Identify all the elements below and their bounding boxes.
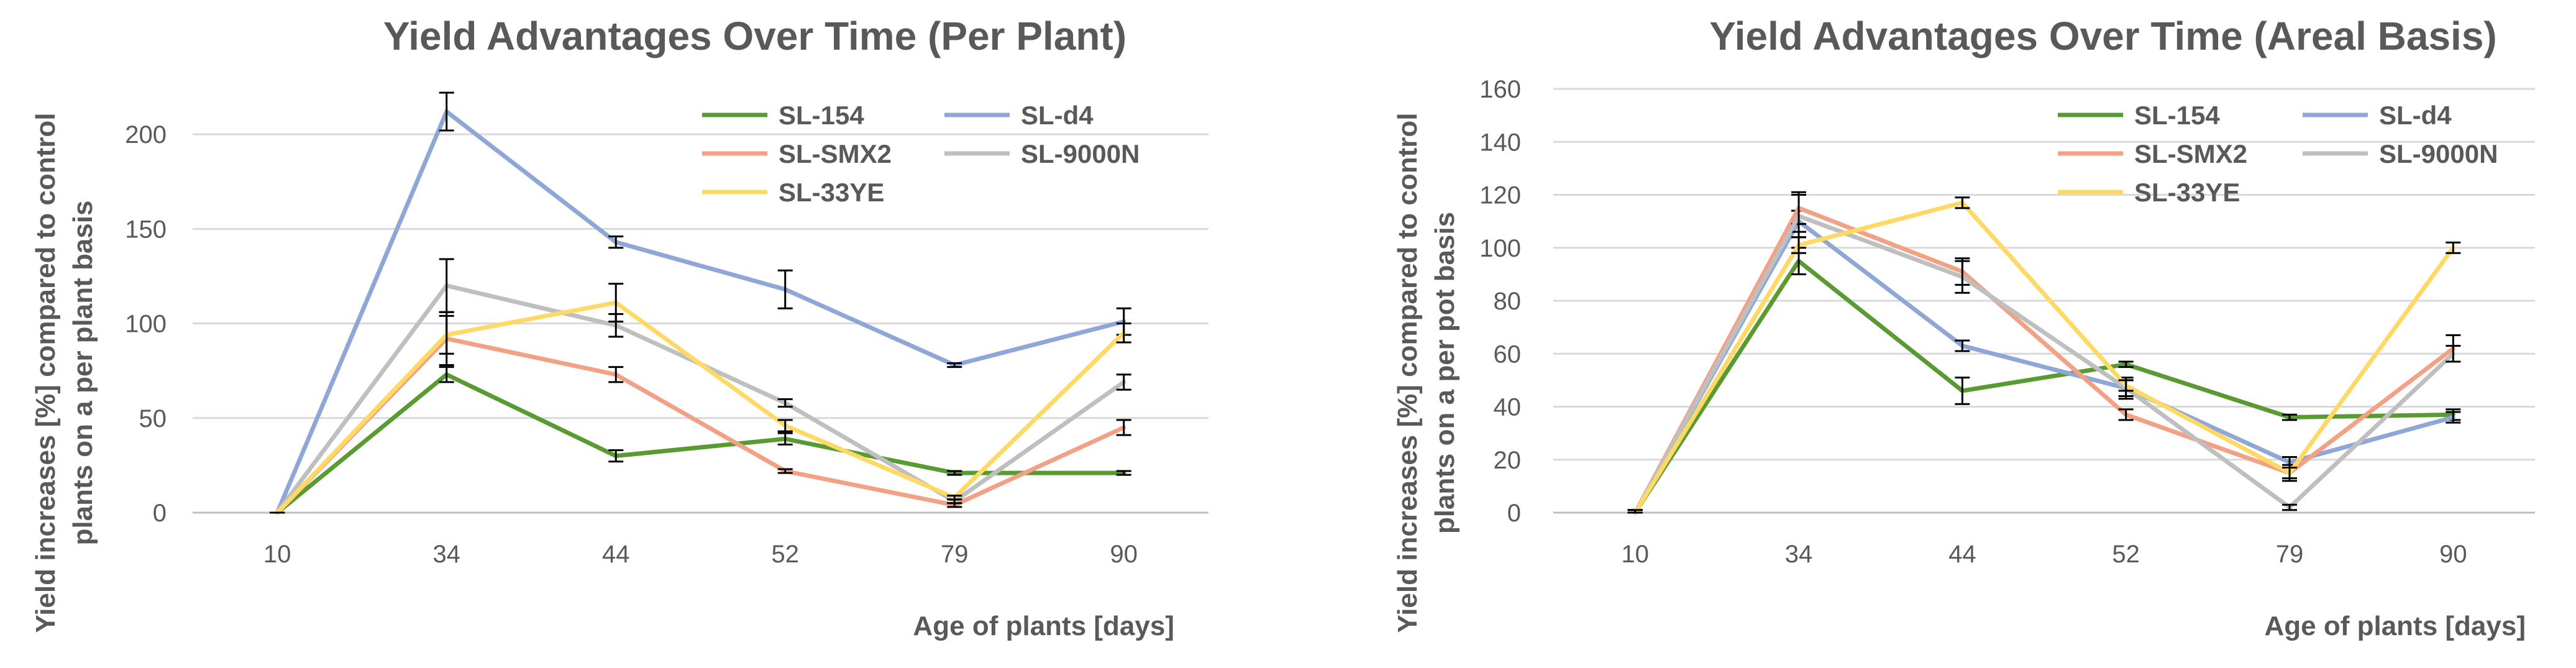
y-tick-label: 20 bbox=[1494, 447, 1522, 474]
x-tick-label: 44 bbox=[602, 541, 630, 568]
legend-item: SL-d4 bbox=[944, 101, 1094, 130]
y-axis-label-line2: plants on a per pot basis bbox=[1430, 212, 1460, 534]
series-sl-d4 bbox=[270, 91, 1131, 515]
series-line bbox=[1633, 259, 2455, 515]
y-tick-label: 0 bbox=[153, 500, 167, 527]
series-line bbox=[1633, 214, 2455, 515]
chart-title: Yield Advantages Over Time (Areal Basis) bbox=[1709, 14, 2496, 58]
series-line bbox=[275, 109, 1126, 515]
x-axis-label: Age of plants [days] bbox=[2265, 611, 2526, 641]
y-tick-label: 60 bbox=[1494, 341, 1522, 368]
y-tick-label: 160 bbox=[1479, 76, 1521, 103]
x-tick-label: 34 bbox=[433, 541, 461, 568]
series-sl-33ye bbox=[1627, 196, 2461, 515]
y-tick-label: 100 bbox=[1479, 235, 1521, 262]
y-tick-label: 50 bbox=[139, 405, 167, 432]
legend-label: SL-154 bbox=[2134, 101, 2220, 130]
legend-label: SL-SMX2 bbox=[2134, 139, 2247, 168]
series-line bbox=[1633, 200, 2455, 515]
y-axis-label-line2: plants on a per plant basis bbox=[68, 200, 98, 545]
x-tick-label: 10 bbox=[263, 541, 291, 568]
legend-item: SL-33YE bbox=[2058, 178, 2240, 207]
y-tick-label: 100 bbox=[125, 311, 167, 338]
legend-item: SL-154 bbox=[2058, 101, 2220, 130]
legend-item: SL-SMX2 bbox=[2058, 139, 2247, 168]
x-tick-label: 90 bbox=[2439, 541, 2467, 568]
series-sl-33ye bbox=[270, 283, 1131, 515]
legend-item: SL-d4 bbox=[2303, 101, 2452, 130]
legend-label: SL-d4 bbox=[1021, 101, 1094, 130]
y-tick-label: 80 bbox=[1494, 288, 1522, 315]
legend-item: SL-154 bbox=[702, 101, 864, 130]
series-sl-d4 bbox=[1627, 209, 2461, 515]
y-tick-label: 40 bbox=[1494, 394, 1522, 421]
y-tick-label: 200 bbox=[125, 121, 167, 149]
x-tick-label: 90 bbox=[1110, 541, 1138, 568]
legend-label: SL-154 bbox=[779, 101, 864, 130]
series-line bbox=[275, 372, 1126, 515]
x-tick-label: 79 bbox=[941, 541, 969, 568]
legend-label: SL-9000N bbox=[2379, 139, 2498, 168]
series-sl-154 bbox=[1627, 247, 2461, 515]
legend-label: SL-d4 bbox=[2379, 101, 2452, 130]
x-tick-label: 52 bbox=[2112, 541, 2140, 568]
legend-label: SL-SMX2 bbox=[779, 139, 892, 168]
chart-per-plant: Yield Advantages Over Time (Per Plant) 0 5… bbox=[30, 14, 1208, 641]
series-line bbox=[275, 283, 1126, 515]
y-tick-label: 120 bbox=[1479, 182, 1521, 209]
y-tick-label: 150 bbox=[125, 216, 167, 243]
x-tick-label: 10 bbox=[1621, 541, 1649, 568]
chart-areal-basis: Yield Advantages Over Time (Areal Basis)… bbox=[1392, 14, 2535, 641]
legend-item: SL-9000N bbox=[944, 139, 1140, 168]
legend: SL-154 SL-d4 SL-SMX2 SL-9000N SL-33YE bbox=[702, 101, 1140, 207]
legend-item: SL-9000N bbox=[2303, 139, 2498, 168]
x-tick-label: 34 bbox=[1785, 541, 1813, 568]
legend-label: SL-33YE bbox=[779, 178, 884, 207]
legend-label: SL-9000N bbox=[1021, 139, 1140, 168]
series-line bbox=[1633, 206, 2455, 515]
legend: SL-154 SL-d4 SL-SMX2 SL-9000N SL-33YE bbox=[2058, 101, 2498, 207]
x-tick-label: 79 bbox=[2276, 541, 2304, 568]
y-axis-label-line1: Yield increases [%] compared to control bbox=[1392, 112, 1423, 633]
y-tick-label: 140 bbox=[1479, 129, 1521, 156]
legend-label: SL-33YE bbox=[2134, 178, 2240, 207]
y-axis-label-line1: Yield increases [%] compared to control bbox=[30, 112, 61, 633]
y-tick-label: 0 bbox=[1507, 500, 1521, 527]
legend-item: SL-SMX2 bbox=[702, 139, 892, 168]
x-tick-label: 44 bbox=[1948, 541, 1976, 568]
series-line bbox=[275, 300, 1126, 515]
legend-item: SL-33YE bbox=[702, 178, 884, 207]
error-bar bbox=[1627, 509, 1643, 514]
x-tick-label: 52 bbox=[772, 541, 800, 568]
chart-title: Yield Advantages Over Time (Per Plant) bbox=[383, 14, 1126, 58]
x-axis-label: Age of plants [days] bbox=[913, 611, 1175, 641]
